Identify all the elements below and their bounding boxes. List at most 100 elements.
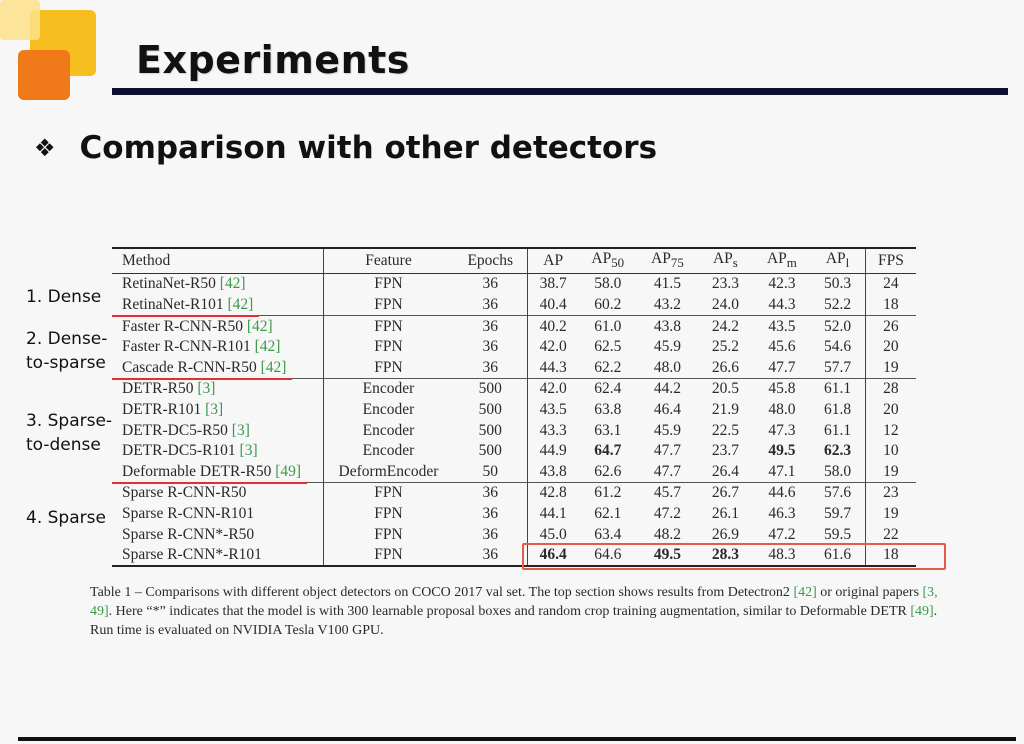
- method-reference[interactable]: [3]: [205, 400, 224, 418]
- cell-ap75: 47.2: [653, 504, 681, 522]
- bullet-diamond-icon: ❖: [34, 134, 56, 162]
- cell-feature: FPN: [322, 294, 454, 316]
- cell-fps: 19: [864, 503, 916, 525]
- label-sparse-to-dense: 3. Sparse- to-dense: [26, 409, 112, 457]
- cell-aps: 26.4: [711, 462, 739, 480]
- cell-method: DETR-R101 [3]: [112, 400, 323, 421]
- cell-ap50: 62.5: [594, 338, 622, 356]
- table-row: Faster R-CNN-R101 [42] FPN 36 42.0 62.5 45.9 2…: [112, 336, 916, 358]
- table-row: Sparse R-CNN-R50 FPN 36 42.8 61.2 45.7 26.7 44.…: [112, 482, 916, 504]
- table-row: DETR-R50 [3] Encoder 500 42.0 62.4 44.2 20.5 45…: [112, 378, 916, 400]
- cell-apl: 61.1: [810, 378, 866, 400]
- red-underline: [112, 377, 293, 380]
- cell-ap: 44.9: [527, 440, 578, 462]
- header-subscript: m: [786, 255, 797, 271]
- header-ap: AP: [527, 247, 578, 275]
- cell-method: Sparse R-CNN-R101: [112, 504, 323, 525]
- results-table: Method Feature Epochs AP AP50 AP75 APs A…: [112, 247, 916, 568]
- table-header-row: Method Feature Epochs AP AP50 AP75 APs A…: [112, 247, 916, 275]
- cell-feature: FPN: [322, 315, 454, 337]
- cell-ap50: 63.8: [594, 400, 622, 418]
- cell-epochs: 36: [482, 525, 499, 543]
- cell-ap75: 43.2: [653, 295, 681, 313]
- label-line: to-dense: [26, 435, 101, 455]
- cell-ap75: 48.2: [653, 525, 681, 543]
- cell-ap: 40.2: [527, 315, 578, 337]
- cell-aps: 23.7: [711, 442, 739, 460]
- cell-ap75: 49.5: [637, 544, 698, 568]
- cell-ap: 40.4: [527, 294, 578, 316]
- method-reference[interactable]: [3]: [197, 380, 216, 398]
- cell-method: Faster R-CNN-R50 [42]: [112, 315, 324, 337]
- cell-ap: 44.3: [527, 357, 578, 379]
- cell-fps: 20: [864, 336, 916, 358]
- table-row: DETR-DC5-R101 [3] Encoder 500 44.9 64.7 47.7 2…: [112, 440, 916, 462]
- cell-ap50: 58.0: [594, 275, 622, 293]
- table-row: Sparse R-CNN-R101 FPN 36 44.1 62.1 47.2 26.1 46…: [112, 503, 916, 525]
- method-name: Sparse R-CNN*-R101: [122, 546, 262, 564]
- cell-apm: 45.8: [753, 378, 811, 400]
- method-name: DETR-R101: [122, 400, 202, 418]
- red-underline: [112, 314, 260, 317]
- label-line: 2. Dense-: [26, 329, 108, 349]
- method-reference[interactable]: [49]: [275, 462, 302, 480]
- method-name: RetinaNet-R101: [122, 295, 224, 313]
- caption-reference[interactable]: [49]: [910, 604, 934, 619]
- cell-feature: FPN: [322, 482, 454, 504]
- caption-reference[interactable]: [42]: [793, 585, 817, 600]
- table-row: Deformable DETR-R50 [49] DeformEncoder 50 4…: [112, 461, 916, 483]
- logo-light-square: [0, 0, 40, 40]
- cell-apl: 61.8: [823, 400, 852, 418]
- cell-aps: 20.5: [697, 378, 754, 400]
- cell-apl: 52.0: [810, 315, 866, 337]
- logo-orange-square: [18, 50, 70, 100]
- header-method: Method: [112, 247, 324, 275]
- label-dense: 1. Dense: [26, 285, 101, 309]
- cell-epochs: 36: [482, 275, 499, 293]
- cell-ap50: 60.2: [594, 295, 622, 313]
- cell-epochs: 36: [482, 338, 499, 356]
- cell-aps: 25.2: [711, 338, 739, 356]
- method-reference[interactable]: [42]: [246, 317, 273, 335]
- cell-ap50: 61.0: [577, 315, 638, 337]
- cell-ap75: 45.9: [653, 338, 681, 356]
- method-reference[interactable]: [3]: [231, 421, 250, 439]
- cell-apm: 47.1: [768, 462, 796, 480]
- cell-feature: FPN: [322, 357, 454, 379]
- cell-aps: 28.3: [697, 544, 754, 568]
- header-subscript: s: [732, 255, 738, 271]
- cell-apl: 61.1: [823, 421, 852, 439]
- method-reference[interactable]: [42]: [219, 275, 246, 293]
- cell-apm: 48.3: [753, 544, 811, 568]
- subtitle-text: Comparison with other detectors: [79, 130, 658, 166]
- table-row: RetinaNet-R101 [42] FPN 36 40.4 60.2 43.2 24.0…: [112, 294, 916, 316]
- label-line: 1. Dense: [26, 287, 102, 307]
- cell-ap: 42.0: [527, 336, 578, 358]
- method-reference[interactable]: [42]: [260, 358, 287, 376]
- method-reference[interactable]: [3]: [239, 442, 258, 460]
- method-reference[interactable]: [42]: [254, 338, 281, 356]
- cell-epochs: 500: [478, 442, 502, 460]
- cell-ap50: 64.6: [577, 544, 638, 568]
- cell-feature: Encoder: [322, 420, 454, 441]
- header-apl: APl: [810, 247, 866, 275]
- cell-epochs: 36: [453, 315, 528, 337]
- cell-feature: FPN: [322, 336, 454, 358]
- method-reference[interactable]: [42]: [227, 295, 254, 313]
- method-name: DETR-DC5-R50: [122, 421, 228, 439]
- cell-fps: 20: [864, 399, 916, 421]
- cell-method: Cascade R-CNN-R50 [42]: [112, 357, 323, 378]
- cell-fps: 28: [864, 378, 916, 400]
- cell-apm: 44.6: [753, 482, 811, 504]
- method-name: Faster R-CNN-R50: [122, 317, 243, 335]
- cell-ap: 38.7: [527, 273, 578, 295]
- cell-apm: 43.5: [753, 315, 811, 337]
- cell-fps: 18: [864, 544, 916, 568]
- cell-ap75: 47.7: [653, 462, 681, 480]
- cell-feature: DeformEncoder: [322, 461, 454, 483]
- cell-feature: Encoder: [322, 440, 454, 462]
- cell-apm: 42.3: [768, 275, 796, 293]
- cell-apl: 58.0: [823, 462, 852, 480]
- caption-reference[interactable]: [3, 49]: [90, 585, 938, 619]
- header-text: AP: [651, 250, 671, 267]
